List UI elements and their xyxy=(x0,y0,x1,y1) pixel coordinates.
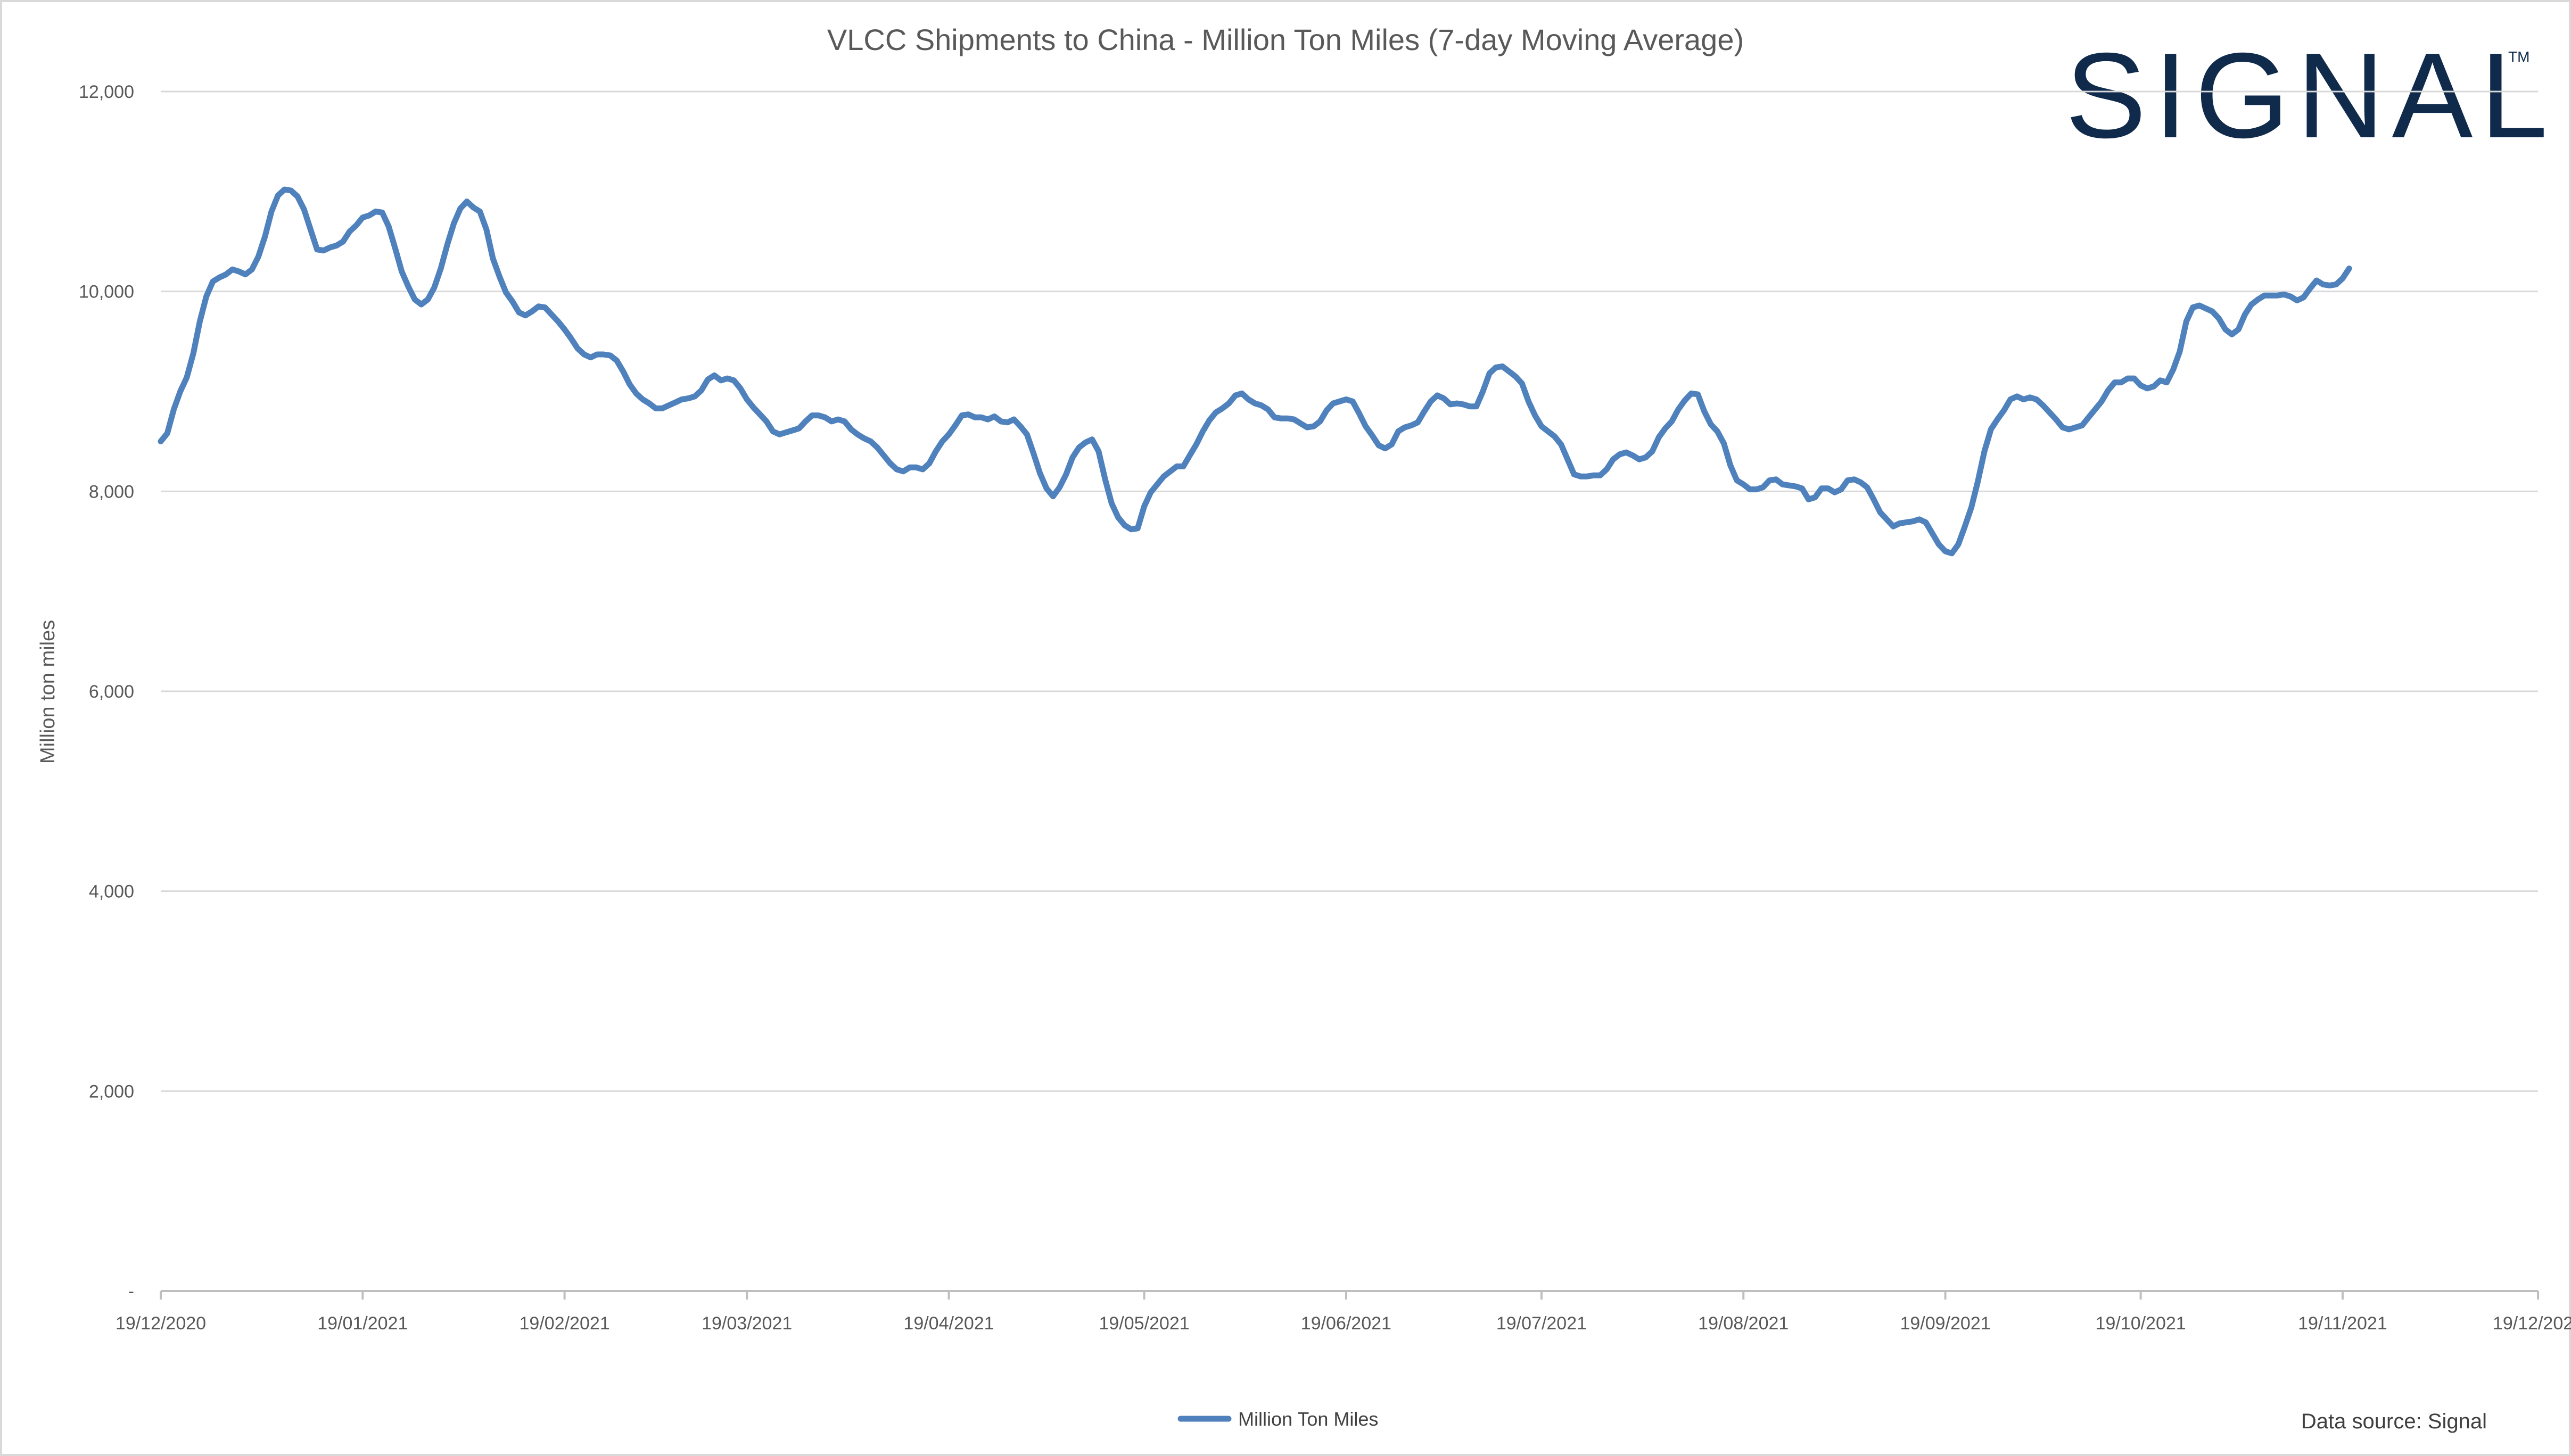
x-tick-label: 19/06/2021 xyxy=(1301,1313,1391,1334)
y-tick-label: 2,000 xyxy=(89,1081,134,1102)
x-tick-label: 19/07/2021 xyxy=(1496,1313,1587,1334)
gridlines xyxy=(161,90,2538,1092)
x-tick-label: 19/05/2021 xyxy=(1099,1313,1189,1334)
chart-title: VLCC Shipments to China - Million Ton Mi… xyxy=(827,23,1744,56)
data-source-note: Data source: Signal xyxy=(2301,1410,2487,1433)
legend: Million Ton Miles xyxy=(1177,1408,1378,1430)
y-tick-label: 8,000 xyxy=(89,482,134,502)
y-tick-label: 4,000 xyxy=(89,882,134,902)
x-tick-label: 19/11/2021 xyxy=(2298,1313,2387,1334)
y-tick-label: 12,000 xyxy=(79,82,134,102)
x-tick-label: 19/10/2021 xyxy=(2096,1313,2186,1334)
y-tick-label: 6,000 xyxy=(89,682,134,702)
x-tick-label: 19/09/2021 xyxy=(1900,1313,1990,1334)
x-tick-label: 19/04/2021 xyxy=(903,1313,994,1334)
signal-logo-text: SIGNAL xyxy=(2065,28,2555,163)
legend-label: Million Ton Miles xyxy=(1238,1408,1378,1430)
x-tick-label: 19/12/2021 xyxy=(2493,1313,2571,1334)
signal-logo-tm: TM xyxy=(2508,48,2529,65)
x-axis: 19/12/2020 19/01/2021 19/02/2021 19/03/2021… xyxy=(116,1290,2571,1334)
y-tick-label: - xyxy=(128,1281,134,1302)
series-line-million-ton-miles xyxy=(158,186,2352,557)
y-axis-label: Million ton miles xyxy=(37,620,59,764)
y-tick-label: 10,000 xyxy=(79,282,134,302)
x-tick-label: 19/01/2021 xyxy=(317,1313,408,1334)
signal-logo: SIGNAL TM xyxy=(2060,27,2555,163)
x-tick-label: 19/02/2021 xyxy=(520,1313,610,1334)
x-tick-label: 19/03/2021 xyxy=(702,1313,792,1334)
x-tick-label: 19/12/2020 xyxy=(116,1313,206,1334)
x-tick-label: 19/08/2021 xyxy=(1698,1313,1789,1334)
y-axis-tick-labels: - 2,000 4,000 6,000 8,000 10,000 12,000 xyxy=(79,82,134,1302)
